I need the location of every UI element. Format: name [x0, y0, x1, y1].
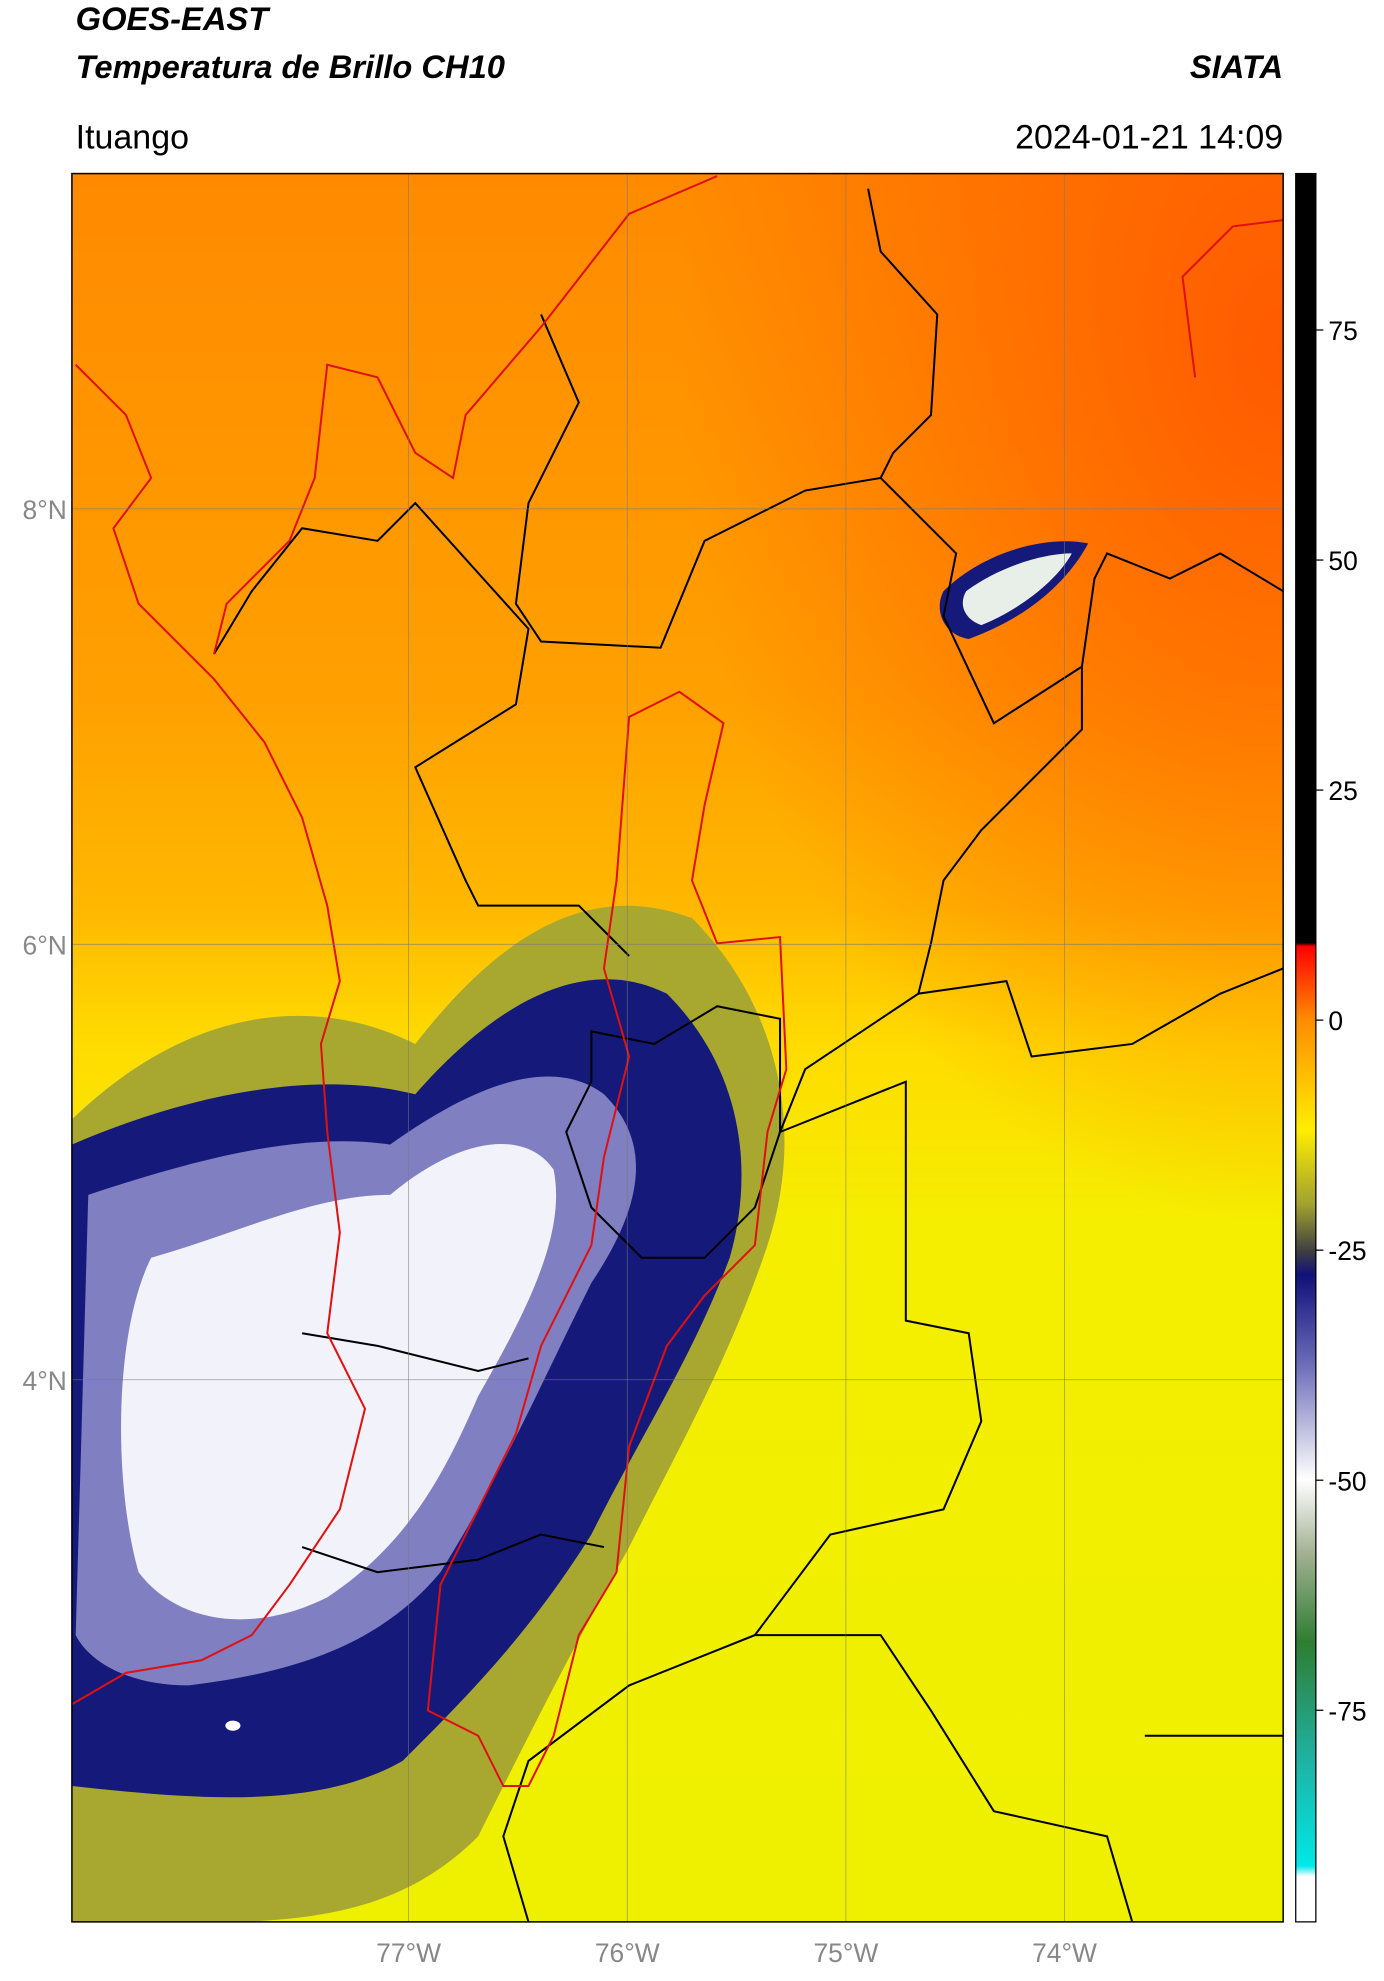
- colorbar: [1295, 172, 1317, 1923]
- lon-tick-label: 74°W: [1032, 1938, 1097, 1968]
- map-frame: [71, 172, 1284, 1923]
- title: GOES-EAST: [76, 0, 272, 37]
- colorbar-tick-label: 25: [1328, 776, 1357, 806]
- location: Ituango: [76, 118, 189, 156]
- graticule: [71, 173, 1284, 1922]
- lat-tick-label: 4°N: [23, 1366, 67, 1396]
- cloud-system: [71, 905, 785, 1922]
- storm-cell: [939, 541, 1089, 639]
- lon-tick-label: 75°W: [813, 1938, 878, 1968]
- lat-tick-label: 8°N: [23, 495, 67, 525]
- map-ticks: 77°W 76°W 75°W 74°W 8°N 6°N 4°N: [23, 495, 1097, 1968]
- colorbar-tick-label: 50: [1328, 546, 1357, 576]
- lon-tick-label: 76°W: [595, 1938, 660, 1968]
- colorbar-tick-label: -50: [1328, 1466, 1366, 1496]
- lat-tick-label: 6°N: [23, 930, 67, 960]
- map: [71, 173, 1284, 1922]
- borders: [213, 188, 1284, 1922]
- colorbar-tick-label: -75: [1328, 1696, 1366, 1726]
- source: SIATA: [1190, 48, 1283, 85]
- subtitle: Temperatura de Brillo CH10: [76, 48, 505, 85]
- colorbar-ticks: 75 50 25 0 -25 -50 -75: [1315, 316, 1367, 1726]
- datetime: 2024-01-21 14:09: [1015, 118, 1283, 156]
- colorbar-tick-label: 0: [1328, 1006, 1343, 1036]
- colorbar-tick-label: -25: [1328, 1236, 1366, 1266]
- lon-tick-label: 77°W: [376, 1938, 441, 1968]
- region-outline: [71, 175, 1284, 1788]
- colorbar-tick-label: 75: [1328, 316, 1357, 346]
